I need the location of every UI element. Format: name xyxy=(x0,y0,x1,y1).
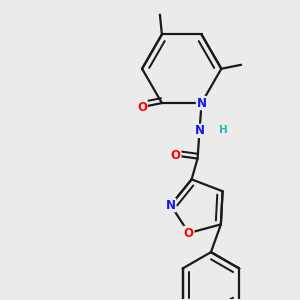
Text: O: O xyxy=(137,100,147,113)
Text: H: H xyxy=(219,125,228,135)
Text: N: N xyxy=(194,124,205,137)
Text: O: O xyxy=(184,226,194,239)
Text: N: N xyxy=(166,199,176,212)
Text: O: O xyxy=(171,149,181,162)
Text: N: N xyxy=(196,97,206,110)
